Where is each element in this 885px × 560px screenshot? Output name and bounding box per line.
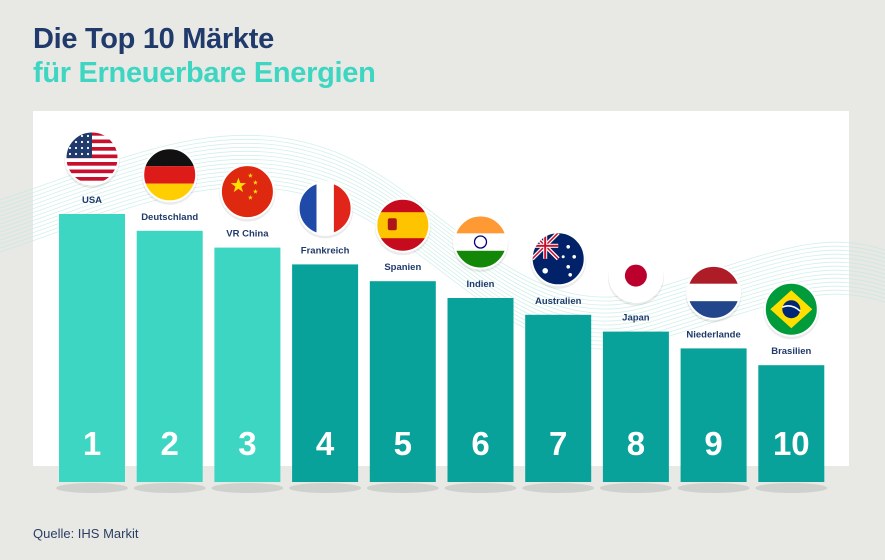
bar-niederlande xyxy=(680,348,747,482)
rank-label: 6 xyxy=(471,425,489,462)
bar-australien xyxy=(525,314,592,482)
country-label: USA xyxy=(82,195,102,206)
rank-label: 2 xyxy=(161,425,179,462)
country-label: Deutschland xyxy=(141,212,198,223)
rank-label: 7 xyxy=(549,425,567,462)
bar-brasilien xyxy=(758,365,825,482)
bar-shadow xyxy=(599,483,672,493)
bar-indien xyxy=(447,298,514,482)
bar-usa xyxy=(59,214,125,482)
country-label: Australien xyxy=(535,296,582,307)
bar-shadow xyxy=(289,483,362,493)
decorative-wave-lines xyxy=(0,134,885,350)
australia-flag-icon xyxy=(530,231,587,289)
bar-shadow xyxy=(444,483,517,493)
bar-shadow xyxy=(133,483,206,493)
country-label: Brasilien xyxy=(771,346,811,357)
rank-label: 5 xyxy=(394,425,412,462)
japan-flag-icon xyxy=(607,248,664,306)
bar-shadow xyxy=(211,483,284,493)
chart-title: Die Top 10 Märkte xyxy=(33,23,274,55)
source-note: Quelle: IHS Markit xyxy=(33,526,139,541)
country-label: Spanien xyxy=(384,262,421,273)
bars-layer: 1 USA 2 Deutschland 3 VR China 4 Frankreich 5 Spa… xyxy=(56,130,828,493)
bar-shadow xyxy=(56,483,128,493)
country-label: Niederlande xyxy=(686,329,740,340)
bar-deutschland xyxy=(136,230,203,482)
rank-label: 4 xyxy=(316,425,335,462)
rank-label: 9 xyxy=(704,425,722,462)
us-flag-icon xyxy=(64,130,120,188)
brazil-flag-icon xyxy=(763,281,820,340)
bar-japan xyxy=(602,331,669,482)
india-flag-icon xyxy=(452,214,509,272)
country-label: VR China xyxy=(226,229,269,240)
rank-label: 10 xyxy=(773,425,810,462)
country-label: Indien xyxy=(467,279,495,290)
country-label: Frankreich xyxy=(301,245,350,256)
title-block: Die Top 10 Märkte für Erneuerbare Energi… xyxy=(33,22,376,90)
china-flag-icon xyxy=(219,164,276,222)
rank-label: 3 xyxy=(238,425,256,462)
germany-flag-icon xyxy=(141,147,198,205)
bar-vr-china xyxy=(214,247,281,482)
bar-shadow xyxy=(755,483,828,493)
bar-shadow xyxy=(677,483,750,493)
netherlands-flag-icon xyxy=(685,264,742,323)
bar-shadow xyxy=(522,483,595,493)
bar-frankreich xyxy=(292,264,359,482)
france-flag-icon xyxy=(297,180,354,239)
chart-subtitle: für Erneuerbare Energien xyxy=(33,57,376,89)
bar-shadow xyxy=(366,483,439,493)
country-label: Japan xyxy=(622,313,650,324)
rank-label: 1 xyxy=(83,425,101,462)
spain-flag-icon xyxy=(374,197,431,256)
rank-label: 8 xyxy=(627,425,645,462)
bar-spanien xyxy=(369,281,436,482)
